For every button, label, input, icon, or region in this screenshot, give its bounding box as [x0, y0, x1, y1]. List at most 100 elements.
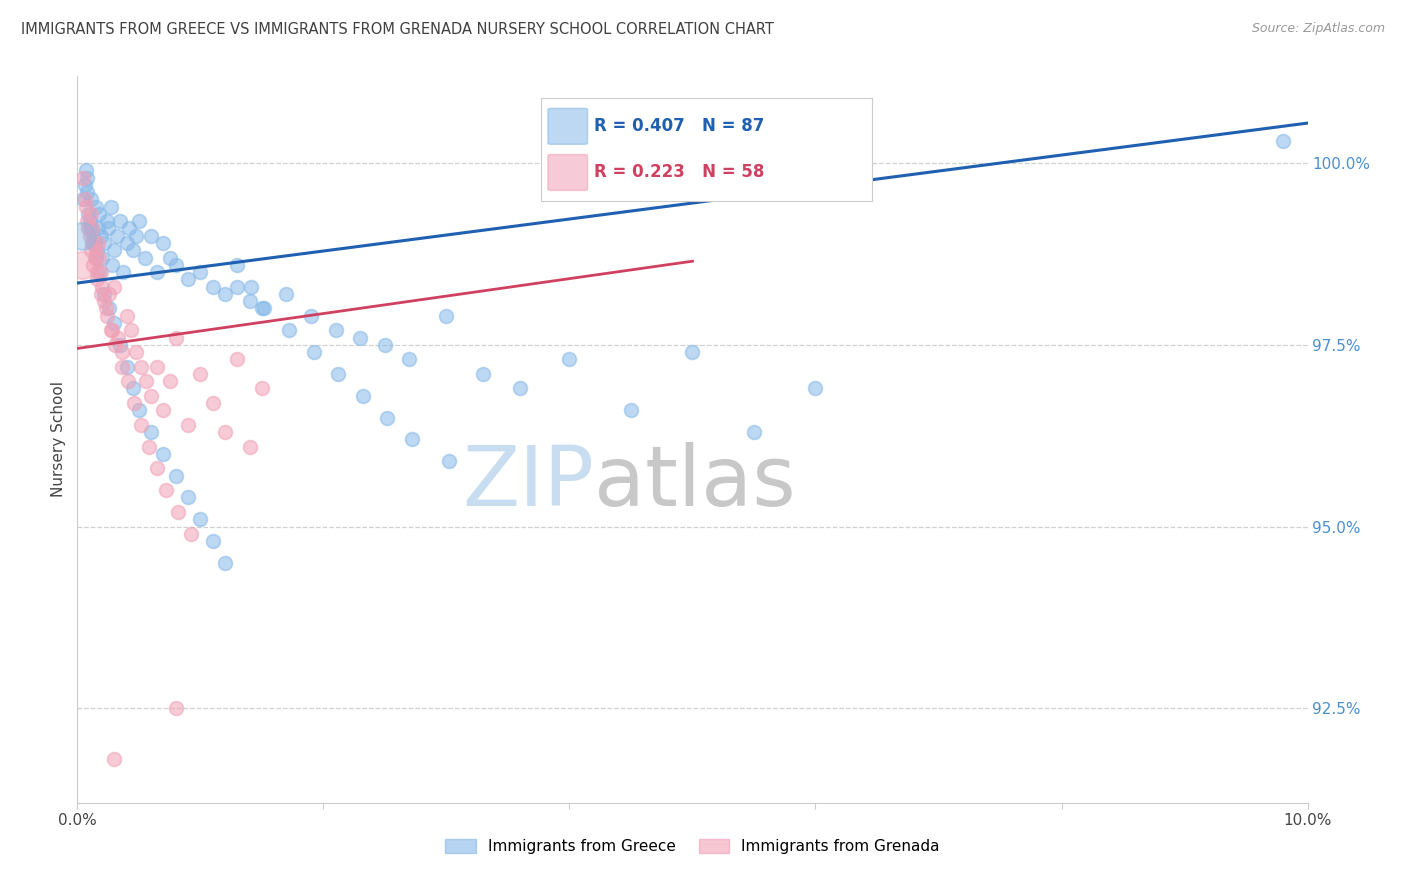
Point	[84, 200, 107, 214]
Point	[226, 352, 249, 367]
Point	[201, 279, 224, 293]
Point	[75, 200, 97, 214]
Point	[620, 403, 643, 417]
Point	[374, 338, 396, 352]
Point	[73, 193, 96, 207]
Point	[152, 447, 174, 461]
Point	[159, 374, 181, 388]
Point	[239, 279, 262, 293]
Point	[101, 258, 124, 272]
Point	[89, 265, 111, 279]
Text: Source: ZipAtlas.com: Source: ZipAtlas.com	[1251, 22, 1385, 36]
Point	[94, 301, 117, 316]
Point	[115, 309, 138, 323]
Point	[82, 221, 104, 235]
Point	[278, 323, 301, 337]
Point	[84, 244, 107, 258]
Point	[70, 228, 93, 243]
Point	[80, 207, 103, 221]
Point	[83, 251, 105, 265]
Point	[188, 265, 212, 279]
Point	[188, 512, 212, 526]
Point	[77, 207, 100, 221]
FancyBboxPatch shape	[548, 154, 588, 190]
Point	[131, 359, 153, 374]
Point	[436, 309, 458, 323]
Point	[115, 359, 138, 374]
Point	[135, 374, 157, 388]
Text: IMMIGRANTS FROM GREECE VS IMMIGRANTS FROM GRENADA NURSERY SCHOOL CORRELATION CHA: IMMIGRANTS FROM GREECE VS IMMIGRANTS FRO…	[21, 22, 773, 37]
Point	[111, 345, 132, 359]
Point	[103, 244, 125, 258]
Point	[276, 286, 298, 301]
Point	[226, 258, 249, 272]
Point	[302, 345, 325, 359]
Point	[82, 228, 104, 243]
Point	[93, 286, 115, 301]
Point	[558, 352, 581, 367]
Point	[226, 279, 249, 293]
Point	[125, 345, 148, 359]
Point	[105, 228, 128, 243]
Point	[115, 235, 138, 250]
Point	[214, 425, 236, 439]
Point	[73, 178, 96, 192]
Point	[72, 170, 94, 185]
Point	[804, 381, 827, 395]
Point	[239, 294, 262, 309]
Point	[201, 396, 224, 410]
Point	[165, 701, 187, 715]
Point	[86, 244, 108, 258]
Point	[90, 251, 114, 265]
Point	[93, 294, 115, 309]
Point	[146, 265, 169, 279]
Point	[110, 214, 132, 228]
Point	[80, 193, 103, 207]
Point	[401, 432, 423, 446]
Point	[70, 258, 93, 272]
Point	[159, 251, 181, 265]
Point	[76, 214, 98, 228]
Legend: Immigrants from Greece, Immigrants from Grenada: Immigrants from Greece, Immigrants from …	[439, 833, 946, 861]
Point	[141, 228, 163, 243]
Point	[87, 235, 110, 250]
Point	[77, 221, 100, 235]
Point	[214, 286, 236, 301]
Y-axis label: Nursery School: Nursery School	[51, 381, 66, 498]
Point	[90, 265, 112, 279]
Point	[328, 367, 350, 381]
Point	[177, 417, 200, 432]
Point	[79, 221, 101, 235]
Point	[104, 338, 127, 352]
Point	[122, 396, 145, 410]
Point	[103, 752, 125, 766]
Point	[128, 403, 150, 417]
Point	[155, 483, 177, 498]
Point	[1272, 134, 1295, 148]
Point	[472, 367, 495, 381]
Point	[107, 330, 129, 344]
Point	[90, 286, 112, 301]
Point	[125, 228, 148, 243]
Point	[146, 359, 169, 374]
Point	[121, 381, 143, 395]
Point	[141, 425, 163, 439]
FancyBboxPatch shape	[548, 108, 588, 145]
Point	[152, 235, 174, 250]
Point	[131, 417, 153, 432]
Point	[325, 323, 347, 337]
Point	[121, 244, 143, 258]
Point	[100, 323, 122, 337]
Point	[165, 258, 187, 272]
Point	[111, 265, 134, 279]
Point	[111, 359, 132, 374]
Point	[377, 410, 399, 425]
Point	[103, 279, 125, 293]
Point	[138, 440, 160, 454]
Point	[188, 367, 212, 381]
Point	[79, 228, 101, 243]
Point	[82, 221, 104, 235]
Point	[101, 323, 124, 337]
Point	[167, 505, 190, 519]
Point	[742, 425, 765, 439]
